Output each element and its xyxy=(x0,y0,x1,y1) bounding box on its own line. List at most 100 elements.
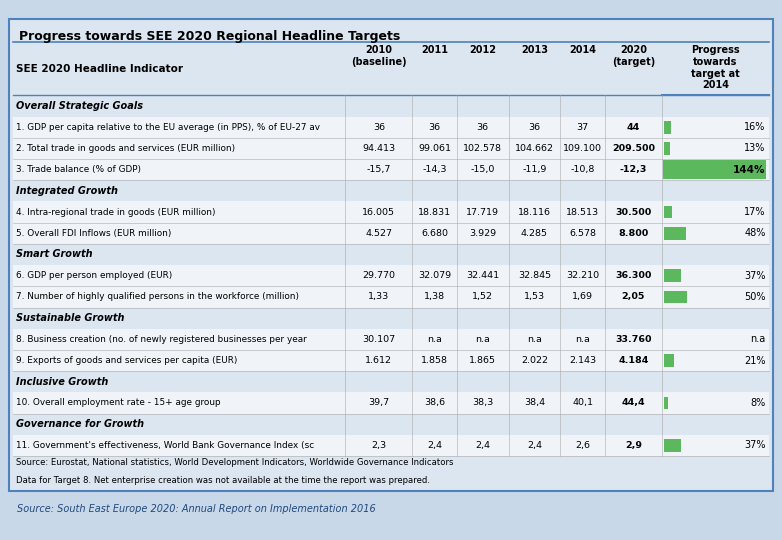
Bar xyxy=(13,329,769,350)
Text: 9. Exports of goods and services per capita (EUR): 9. Exports of goods and services per cap… xyxy=(16,356,238,365)
Bar xyxy=(664,354,673,367)
Text: SEE 2020 Headline Indicator: SEE 2020 Headline Indicator xyxy=(16,64,183,75)
Text: 36.300: 36.300 xyxy=(615,271,651,280)
Text: 37%: 37% xyxy=(744,440,766,450)
Text: Progress
towards
target at
2014: Progress towards target at 2014 xyxy=(691,45,740,90)
Text: 44,4: 44,4 xyxy=(622,399,645,408)
Text: Governance for Growth: Governance for Growth xyxy=(16,419,145,429)
Text: 99.061: 99.061 xyxy=(418,144,451,153)
Text: 3.929: 3.929 xyxy=(469,229,496,238)
Text: 36: 36 xyxy=(476,123,489,132)
Text: 2011: 2011 xyxy=(421,45,448,56)
Text: 37: 37 xyxy=(576,123,589,132)
Text: 1,33: 1,33 xyxy=(368,293,389,301)
Text: 18.513: 18.513 xyxy=(566,207,599,217)
Text: 2,9: 2,9 xyxy=(625,441,642,450)
Bar xyxy=(13,96,769,117)
Text: -12,3: -12,3 xyxy=(619,165,647,174)
Text: 6. GDP per person employed (EUR): 6. GDP per person employed (EUR) xyxy=(16,271,173,280)
Text: 2.143: 2.143 xyxy=(569,356,596,365)
Text: 2013: 2013 xyxy=(521,45,548,56)
Bar xyxy=(664,142,670,155)
Text: 21%: 21% xyxy=(744,355,766,366)
Bar xyxy=(664,269,681,282)
Text: 18.116: 18.116 xyxy=(518,207,551,217)
Text: 94.413: 94.413 xyxy=(362,144,396,153)
Text: 38,4: 38,4 xyxy=(524,399,545,408)
Text: 109.100: 109.100 xyxy=(563,144,602,153)
Text: 32.210: 32.210 xyxy=(566,271,599,280)
Text: 7. Number of highly qualified persons in the workforce (mil​lion): 7. Number of highly qualified persons in… xyxy=(16,293,300,301)
Bar xyxy=(13,180,769,201)
Text: Data for Target 8. Net enterprise creation was not available at the time the rep: Data for Target 8. Net enterprise creati… xyxy=(16,476,430,485)
Text: 3. Trade balance (% of GDP): 3. Trade balance (% of GDP) xyxy=(16,165,142,174)
Bar xyxy=(13,244,769,265)
Text: 1,69: 1,69 xyxy=(572,293,593,301)
Text: 1.865: 1.865 xyxy=(469,356,496,365)
Text: 36: 36 xyxy=(529,123,540,132)
Text: -11,9: -11,9 xyxy=(522,165,547,174)
Text: Sustainable Growth: Sustainable Growth xyxy=(16,313,125,323)
Text: n.a: n.a xyxy=(751,334,766,345)
Text: 2010
(baseline): 2010 (baseline) xyxy=(351,45,407,67)
Text: 30.107: 30.107 xyxy=(362,335,396,344)
Bar xyxy=(662,160,766,179)
Text: 2,05: 2,05 xyxy=(622,293,645,301)
Text: -10,8: -10,8 xyxy=(570,165,595,174)
Bar xyxy=(13,350,769,371)
Bar xyxy=(13,307,769,329)
Text: Overall Strategic Goals: Overall Strategic Goals xyxy=(16,101,143,111)
Text: n.a: n.a xyxy=(475,335,490,344)
Bar xyxy=(13,393,769,414)
Text: 32.845: 32.845 xyxy=(518,271,551,280)
Text: 1,53: 1,53 xyxy=(524,293,545,301)
Text: n.a: n.a xyxy=(527,335,542,344)
Text: Source: South East Europe 2020: Annual Report on Implementation 2016: Source: South East Europe 2020: Annual R… xyxy=(17,504,376,514)
Bar xyxy=(664,439,681,452)
Bar xyxy=(13,435,769,456)
Bar xyxy=(664,396,668,409)
Text: 8. Business creation (no. of newly registered businesses per year: 8. Business creation (no. of newly regis… xyxy=(16,335,307,344)
Bar xyxy=(664,291,687,303)
Text: 1,38: 1,38 xyxy=(424,293,445,301)
Bar xyxy=(13,414,769,435)
Bar xyxy=(13,117,769,138)
Text: 2,4: 2,4 xyxy=(427,441,442,450)
Text: 2012: 2012 xyxy=(469,45,496,56)
Bar xyxy=(664,206,672,219)
Text: 48%: 48% xyxy=(744,228,766,238)
Text: 2020
(target): 2020 (target) xyxy=(612,45,655,67)
Text: 16%: 16% xyxy=(744,122,766,132)
Bar xyxy=(13,286,769,307)
Text: 4.184: 4.184 xyxy=(618,356,648,365)
Text: Inclusive Growth: Inclusive Growth xyxy=(16,377,109,387)
Text: 8%: 8% xyxy=(751,398,766,408)
Text: 4. Intra-regional trade in goods (EUR mil​lion): 4. Intra-regional trade in goods (EUR mi… xyxy=(16,207,216,217)
Text: 8.800: 8.800 xyxy=(619,229,648,238)
Text: 39,7: 39,7 xyxy=(368,399,389,408)
Text: 18.831: 18.831 xyxy=(418,207,451,217)
Text: 2,4: 2,4 xyxy=(475,441,490,450)
Text: 50%: 50% xyxy=(744,292,766,302)
Text: 10. Overall employment rate - 15+ age group: 10. Overall employment rate - 15+ age gr… xyxy=(16,399,221,408)
Bar xyxy=(13,371,769,393)
Bar xyxy=(13,201,769,222)
Text: 44: 44 xyxy=(626,123,640,132)
Text: 102.578: 102.578 xyxy=(463,144,502,153)
Text: Integrated Growth: Integrated Growth xyxy=(16,186,118,196)
Text: 2014: 2014 xyxy=(569,45,596,56)
Text: 36: 36 xyxy=(429,123,440,132)
Bar xyxy=(664,227,686,240)
Text: 40,1: 40,1 xyxy=(572,399,593,408)
Text: 38,3: 38,3 xyxy=(472,399,493,408)
Text: n.a: n.a xyxy=(427,335,442,344)
Text: Smart Growth: Smart Growth xyxy=(16,249,93,260)
Text: 1.612: 1.612 xyxy=(365,356,393,365)
Text: 17%: 17% xyxy=(744,207,766,217)
Text: Progress towards SEE 2020 Regional Headline Targets: Progress towards SEE 2020 Regional Headl… xyxy=(19,30,400,43)
Bar xyxy=(13,159,769,180)
Text: 33.760: 33.760 xyxy=(615,335,651,344)
Text: 2,6: 2,6 xyxy=(575,441,590,450)
Text: -15,0: -15,0 xyxy=(471,165,495,174)
Bar xyxy=(13,265,769,286)
